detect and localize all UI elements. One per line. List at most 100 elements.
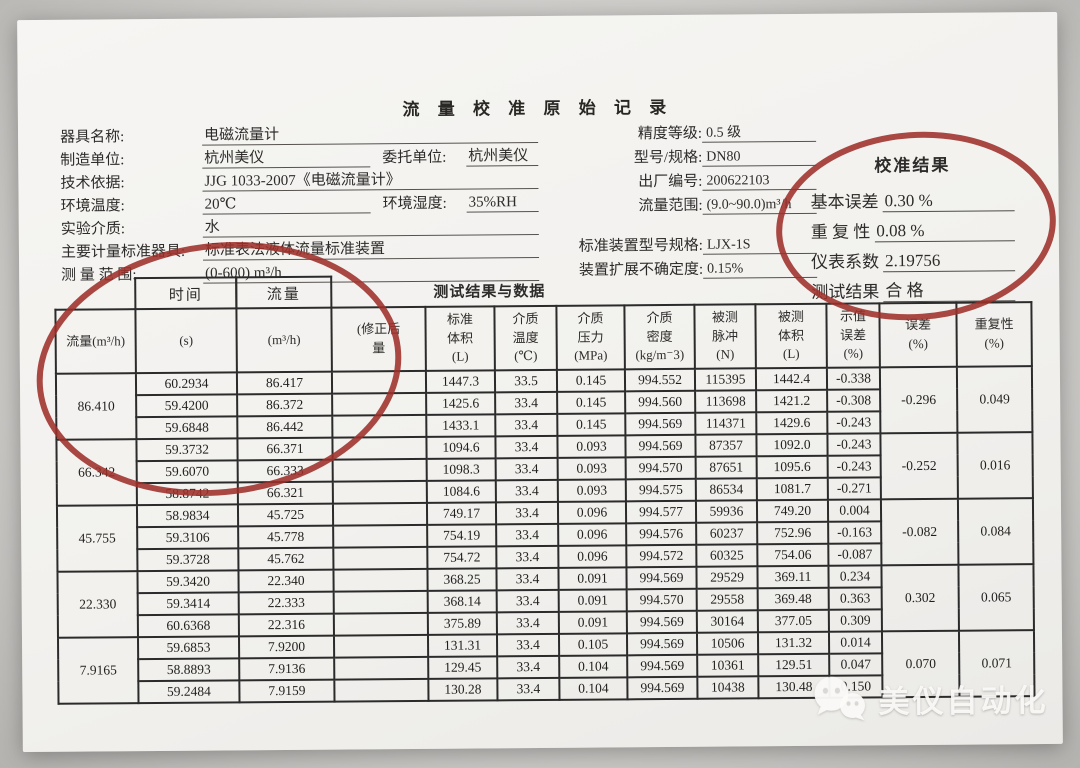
table-cell: 33.4 (496, 589, 559, 613)
form-row: 器具名称: 电磁流量计 (60, 120, 539, 147)
table-cell: 87651 (695, 456, 757, 479)
table-cell: 10438 (697, 676, 759, 699)
table-cell: 7.9159 (239, 679, 335, 703)
field-label: 环境湿度: (382, 195, 447, 213)
field-value: 20℃ (202, 195, 371, 215)
table-cell: 994.569 (626, 610, 697, 634)
table-cell: 29529 (696, 566, 758, 589)
table-cell: 0.014 (828, 631, 883, 654)
table-cell: 1098.3 (426, 458, 496, 481)
table-cell: 0.091 (558, 611, 627, 634)
table-cell: 33.4 (496, 633, 560, 657)
table-cell: 754.06 (757, 543, 829, 567)
table-cell: 33.4 (497, 655, 560, 679)
table-cell: 33.4 (496, 523, 559, 547)
column-header: 被测 脉冲 (N) (694, 304, 756, 369)
table-cell: 1094.6 (426, 436, 496, 459)
field-label: 重 复 性 (810, 222, 871, 242)
table-cell: 60.6368 (137, 614, 239, 638)
calib-row: 重 复 性 0.08 % (811, 211, 1015, 243)
table-cell: 33.4 (495, 391, 558, 415)
column-header: (s) (135, 308, 237, 374)
table-cell: -0.243 (827, 433, 881, 456)
table-cell: 66.321 (237, 481, 333, 505)
field-value: 0.08 % (874, 221, 1015, 243)
table-cell: 749.20 (756, 499, 829, 523)
table-cell: 10506 (696, 632, 759, 655)
results-table: 流量(m³/h) (s) (m³/h) (修正后量标准 体积 (L) 介质 温度 (℃) 介质 压力… (54, 301, 1035, 705)
table-cell: 59.6070 (136, 460, 238, 484)
table-cell: 59.3732 (136, 438, 238, 462)
field-label: 基本误差 (810, 192, 879, 212)
table-cell: 0.096 (558, 545, 627, 568)
watermark: 美仪自动化 (810, 674, 1049, 722)
calib-row: 基本误差 0.30 % (810, 181, 1015, 213)
results-table-wrap: 时间 流量 流量(m³/h) (s) (m³/h) (修正后量标准 体积 (L) 介质 温度(… (54, 270, 1035, 705)
table-cell: 375.89 (427, 612, 497, 635)
table-cell (333, 524, 428, 548)
table-cell: 59.6848 (136, 416, 238, 440)
table-cell: 7.9136 (239, 657, 335, 681)
field-label: 标准装置型号规格: (578, 237, 703, 255)
table-cell: 0.234 (828, 565, 882, 588)
field-value: 0.5 级 (701, 124, 817, 143)
form-row: 标准装置型号规格: LJX-1S (555, 230, 818, 256)
field-label: 制造单位: (60, 152, 125, 169)
table-cell (333, 612, 428, 636)
table-cell: 58.8893 (138, 658, 240, 682)
field-value: 35%RH (466, 193, 539, 213)
table-cell: 7.9165 (57, 637, 139, 704)
table-cell: 131.32 (757, 631, 830, 655)
column-header: 示值 误差 (%) (826, 303, 880, 368)
field-value: 电磁流量计 (201, 124, 539, 146)
table-cell: 130.28 (428, 678, 498, 701)
table-cell: 1425.6 (426, 392, 496, 415)
form-row: 实验介质: 水 (61, 212, 539, 239)
table-cell: 33.4 (495, 413, 558, 437)
calibration-results-title: 校准结果 (874, 155, 951, 176)
table-cell: 0.145 (556, 369, 626, 392)
table-cell: 86.417 (236, 371, 333, 395)
table-cell: 131.31 (427, 634, 498, 657)
table-header-row: 流量(m³/h) (s) (m³/h) (修正后量标准 体积 (L) 介质 温度 (℃) 介质 压力… (55, 302, 1032, 374)
table-cell: 994.569 (626, 566, 697, 590)
table-cell: 86.442 (237, 415, 333, 439)
table-cell: 0.004 (827, 499, 882, 522)
table-cell: 22.333 (238, 591, 334, 615)
table-cell: 59936 (695, 500, 758, 523)
table-cell: 60325 (696, 544, 758, 567)
table-cell: -0.252 (880, 432, 958, 500)
table-cell: 0.049 (956, 366, 1033, 433)
table-cell: 0.091 (558, 567, 627, 590)
table-cell (332, 458, 427, 482)
table-cell: -0.243 (827, 411, 881, 434)
table-cell: 115395 (694, 368, 757, 391)
table-cell: 22.340 (238, 569, 334, 593)
table-cell: 0.093 (557, 435, 626, 458)
table-cell: 86.410 (55, 373, 137, 440)
table-cell: 87357 (695, 434, 757, 457)
record-sheet: 流 量 校 准 原 始 记 录 器具名称: 电磁流量计 制造单位: 杭州美仪 委… (17, 11, 1063, 753)
table-cell: 45.725 (237, 503, 334, 527)
table-cell: -0.338 (826, 367, 881, 390)
table-cell: 59.6853 (137, 636, 240, 660)
form-row: 环境温度: 20℃ 环境湿度: 35%RH (60, 189, 539, 216)
table-cell: 86534 (695, 478, 757, 501)
table-cell: 129.45 (428, 656, 498, 679)
table-cell: 58.8742 (136, 482, 238, 506)
field-label: 流量范围: (638, 197, 703, 215)
table-cell: 66.371 (237, 437, 333, 461)
table-cell (332, 436, 427, 460)
calib-row: 仪表系数 2.19756 (811, 241, 1016, 273)
table-cell: 749.17 (426, 502, 497, 525)
column-header: 介质 温度 (℃) (494, 305, 557, 371)
form-row: 技术依据: JJG 1033-2007《电磁流量计》 (60, 166, 539, 193)
table-cell: 994.570 (625, 456, 696, 480)
table-cell: 30164 (696, 610, 758, 633)
table-cell: 0.105 (558, 633, 628, 656)
form-row: 精度等级: 0.5 级 (554, 118, 817, 144)
table-cell: 33.4 (495, 457, 558, 481)
field-value: 200622103 (702, 172, 817, 191)
table-cell: 0.047 (829, 653, 883, 676)
table-cell: 59.2484 (138, 680, 240, 704)
